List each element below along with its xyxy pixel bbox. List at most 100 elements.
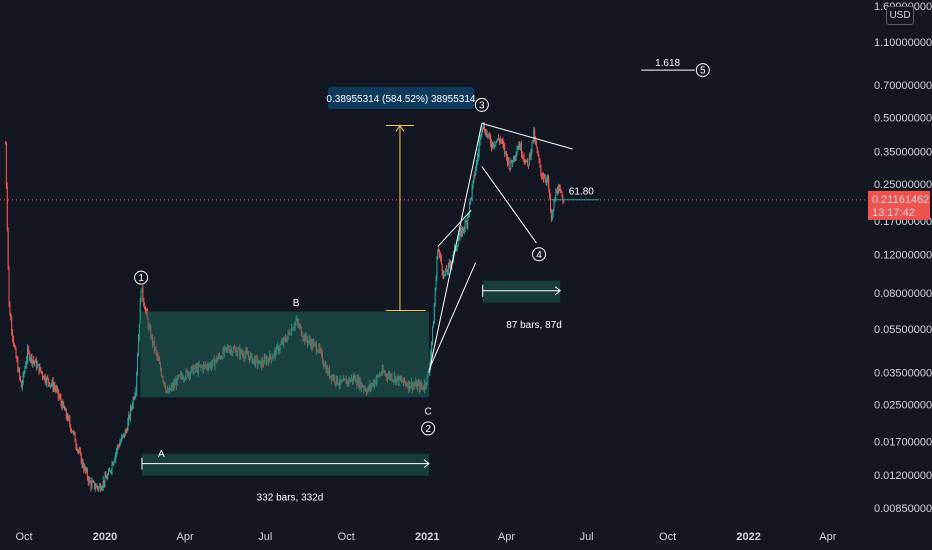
candle-body (137, 356, 139, 373)
wave-label: 5 (700, 66, 706, 77)
candle-body (509, 168, 511, 170)
candle-body (534, 130, 536, 141)
candle-body (67, 416, 69, 420)
time-tick-label: Apr (819, 531, 836, 543)
candle-body (38, 364, 40, 373)
candle-body (12, 337, 14, 344)
candle-body (60, 397, 62, 403)
candle-body (483, 125, 485, 129)
candle-body (9, 304, 11, 316)
candle-body (102, 480, 104, 487)
candle-body (20, 380, 22, 388)
candle-body (436, 258, 438, 277)
time-axis[interactable]: Oct 2020 Apr Jul Oct 2021 Apr Jul Oct 2022 Apr (15, 531, 836, 543)
candle-body (495, 141, 497, 145)
candle-body (491, 143, 492, 148)
candle-body (506, 156, 508, 163)
candle-body (115, 450, 117, 454)
wave-line (428, 123, 483, 373)
candle-body (138, 323, 140, 339)
candle-body (64, 407, 65, 411)
candle-body (54, 386, 56, 388)
candle-body (527, 160, 529, 165)
candle-body (432, 323, 434, 328)
candle-body (132, 398, 134, 406)
wave-label: 3 (479, 100, 485, 111)
candle-body (458, 237, 460, 241)
candle-body (25, 364, 27, 368)
candle-body (11, 319, 13, 332)
candle-body (101, 488, 102, 490)
candle-body (447, 271, 448, 273)
candle-body (463, 229, 465, 231)
candle-body (75, 442, 77, 446)
price-tick-label: 0.25000000 (874, 179, 932, 191)
candle-body (530, 150, 532, 157)
time-tick-label: Apr (177, 531, 194, 543)
candle-body (431, 341, 433, 354)
range-2-label: 87 bars, 87d (506, 320, 562, 331)
candle-body (484, 131, 486, 135)
candle-body (125, 430, 127, 432)
candle-body (514, 156, 516, 159)
candle-body (14, 346, 16, 350)
candle-body (491, 142, 493, 148)
candle-body (496, 140, 498, 142)
price-tick-label: 0.05500000 (874, 324, 932, 336)
candle-body (83, 466, 85, 471)
current-price-label: 0.21161462 (872, 194, 929, 206)
candle-body (42, 372, 43, 377)
channel-upper-line (437, 209, 472, 247)
candle-body (473, 174, 475, 181)
candle-body (123, 433, 125, 437)
candle-body (135, 391, 137, 395)
candle-body (51, 381, 53, 385)
candle-body (46, 377, 48, 384)
candle-body (464, 221, 466, 230)
candle-body (510, 160, 512, 169)
wedge-upper-line (481, 122, 573, 150)
candle-body (535, 140, 536, 142)
candle-body (470, 197, 472, 199)
candle-body (94, 487, 96, 489)
candle-body (541, 172, 543, 177)
time-tick-label: Oct (659, 531, 676, 543)
candle-body (56, 388, 58, 390)
candle-body (70, 424, 72, 431)
candle-body (462, 227, 463, 236)
candle-body (542, 176, 544, 178)
price-tick-label: 0.01700000 (874, 437, 932, 449)
candle-body (109, 470, 111, 472)
candle-body (12, 331, 14, 338)
candle-body (440, 257, 442, 264)
candle-body (144, 304, 146, 310)
candle-body (98, 487, 100, 489)
candle-body (129, 415, 131, 418)
candle-body (481, 127, 483, 135)
wave-label: 1 (138, 273, 144, 284)
candle-body (79, 451, 80, 453)
candle-body (10, 315, 12, 320)
candle-body (19, 369, 21, 377)
candle-body (66, 416, 68, 420)
candle-body (558, 188, 560, 190)
candle-body (108, 470, 110, 472)
candle-body (494, 144, 496, 146)
candle-body (430, 353, 432, 366)
candle-body (543, 176, 544, 179)
price-axis[interactable]: 1.600000001.100000000.700000000.50000000… (868, 1, 932, 515)
candle-body (58, 396, 60, 398)
candle-body (76, 445, 78, 450)
candle-body (26, 359, 28, 365)
currency-badge[interactable]: USD (886, 6, 914, 25)
candle-body (467, 216, 469, 226)
candle-body (546, 178, 548, 182)
candle-body (487, 134, 489, 136)
candle-body (17, 360, 19, 372)
candle-body (84, 466, 86, 471)
price-tick-label: 0.03500000 (874, 367, 932, 379)
candle-body (57, 388, 58, 390)
candle-body (30, 355, 32, 359)
candle-body (518, 144, 520, 148)
